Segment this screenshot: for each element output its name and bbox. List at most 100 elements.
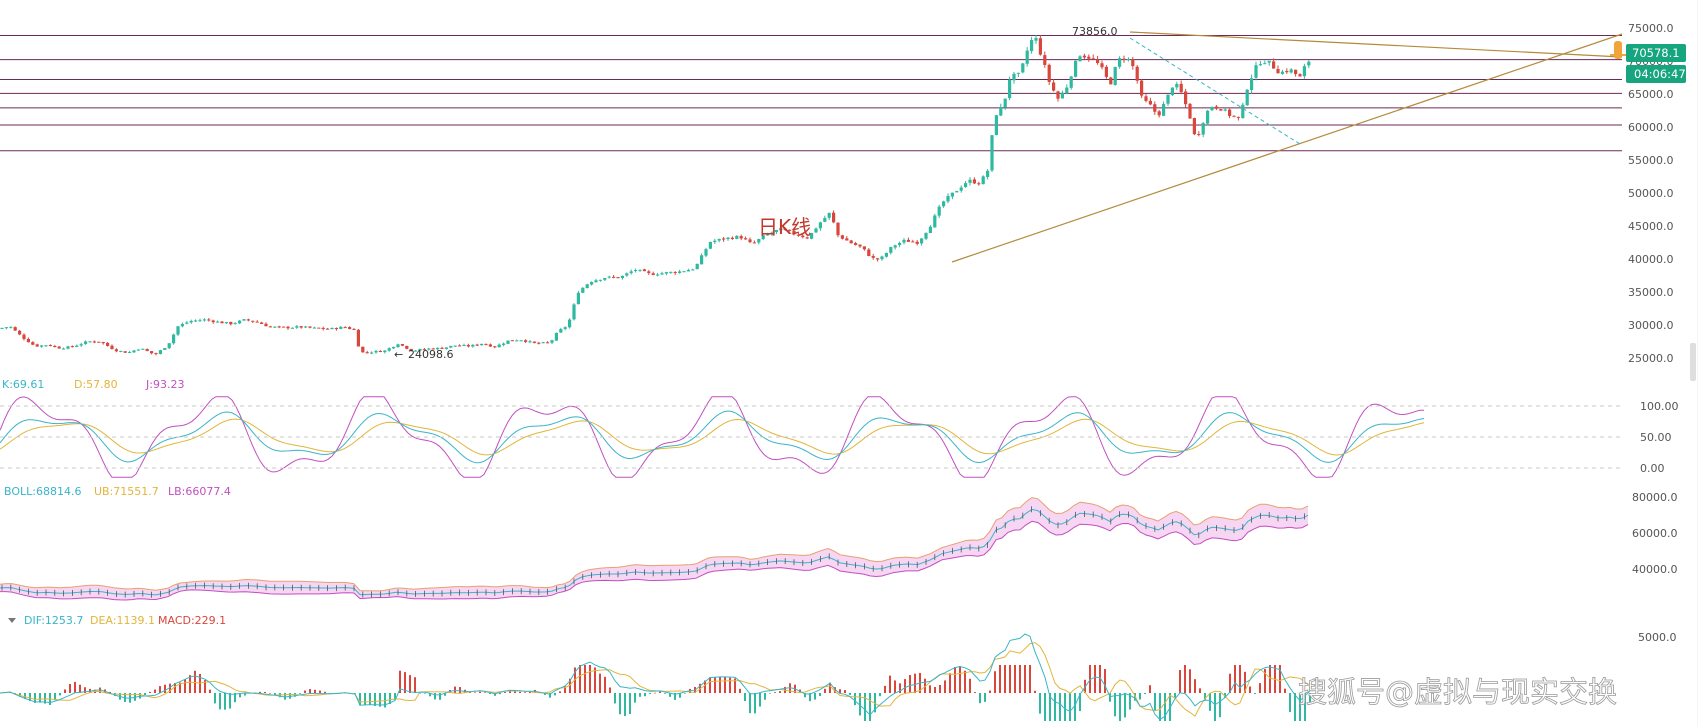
candle-body [62, 348, 66, 350]
candle-body [634, 270, 638, 272]
macd-histogram-bar [229, 693, 231, 709]
kdj-axis-tick: 0.00 [1640, 462, 1665, 475]
candle-body [264, 323, 268, 327]
candle-body [1069, 76, 1073, 88]
candle-body [374, 350, 378, 353]
candle-body [277, 326, 281, 328]
macd-histogram-bar [214, 693, 216, 704]
candle-body [735, 235, 739, 239]
macd-histogram-bar [1014, 665, 1016, 693]
candle-body [1118, 58, 1122, 67]
candle-body [647, 271, 651, 274]
price-axis-tick: 25000.0 [1628, 352, 1674, 365]
macd-histogram-bar [1069, 693, 1071, 721]
candle-body [673, 272, 677, 274]
candle-body [1280, 71, 1284, 74]
candle-body [383, 350, 387, 353]
macd-histogram-bar [444, 693, 446, 696]
horizontal-level-lines[interactable] [0, 35, 1622, 152]
macd-histogram-bar [1249, 686, 1251, 693]
kdj-k-line [0, 410, 1425, 464]
candle-body [977, 183, 981, 185]
macd-histogram-bar [184, 679, 186, 693]
ascending-trendline[interactable] [951, 33, 1623, 263]
macd-histogram-bar [314, 689, 316, 693]
candle-body [1298, 74, 1302, 77]
candle-body [57, 346, 61, 349]
candle-body [968, 179, 972, 183]
macd-histogram-bar [839, 689, 841, 693]
candle-body [141, 348, 145, 350]
candle-body [1153, 104, 1157, 112]
candle-body [114, 349, 118, 352]
macd-histogram-bar [884, 685, 886, 693]
candle-body [343, 327, 347, 329]
candle-body [480, 343, 484, 346]
macd-histogram-bar [284, 693, 286, 700]
macd-histogram-bar [1129, 693, 1131, 710]
trendline-drawings[interactable] [951, 31, 1623, 263]
candle-body [106, 342, 110, 346]
candle-body [832, 212, 836, 223]
candle-body [1210, 107, 1214, 111]
current-price-value: 70578.1 [1632, 46, 1680, 60]
candle-body [1078, 56, 1082, 62]
candle-body [260, 322, 264, 324]
caret-down-icon[interactable] [8, 618, 16, 623]
macd-histogram-bar [69, 683, 71, 693]
macd-histogram-bar [1164, 693, 1166, 721]
candle-body [999, 106, 1003, 116]
price-axis-tick: 75000.0 [1628, 22, 1674, 35]
macd-histogram-bar [864, 693, 866, 721]
low-price-arrow: ← [394, 348, 403, 361]
candle-body [656, 274, 660, 276]
side-scroll-handle[interactable] [1690, 343, 1696, 381]
candle-body [739, 236, 743, 239]
macd-histogram-bar [424, 693, 426, 694]
price-axis-tick: 40000.0 [1628, 253, 1674, 266]
macd-histogram-bar [139, 693, 141, 699]
kdj-indicator-lines [0, 396, 1425, 478]
candle-body [427, 348, 431, 350]
macd-histogram-bar [159, 686, 161, 693]
macd-histogram-bar [164, 684, 166, 693]
macd-histogram-bar [654, 692, 656, 694]
candle-body [150, 351, 154, 354]
candle-body [370, 352, 374, 354]
price-axis-tick: 65000.0 [1628, 88, 1674, 101]
macd-histogram-bar [949, 673, 951, 693]
macd-histogram-bar [634, 693, 636, 703]
macd-histogram-bar [269, 692, 271, 694]
macd-histogram-bar [934, 686, 936, 693]
candle-body [928, 226, 932, 234]
macd-histogram-bar [819, 693, 821, 697]
candle-body [625, 273, 629, 276]
candle-body [154, 353, 158, 355]
candle-body [79, 344, 83, 346]
candle-body [211, 320, 215, 323]
candle-body [1122, 58, 1126, 60]
boll-axis-tick: 40000.0 [1632, 563, 1678, 576]
candle-body [515, 340, 519, 342]
macd-histogram-bar [454, 686, 456, 693]
candle-body [620, 275, 624, 279]
dashed-channel-line[interactable] [1129, 37, 1301, 145]
candle-body [466, 345, 470, 347]
price-alert-handle[interactable] [1614, 41, 1622, 59]
macd-histogram-bar [1289, 693, 1291, 713]
macd-histogram-bar [619, 693, 621, 715]
candle-body [748, 239, 752, 243]
candle-body [651, 273, 655, 275]
macd-histogram-bar [364, 693, 366, 706]
candle-body [145, 349, 149, 352]
descending-trendline[interactable] [1129, 31, 1623, 58]
macd-histogram-bar [669, 693, 671, 697]
kdj-axis-tick: 100.00 [1640, 400, 1679, 413]
candle-body [1175, 83, 1179, 88]
kdj-d-line [0, 418, 1425, 456]
macd-histogram-bar [1019, 665, 1021, 693]
candle-body [48, 345, 52, 347]
candle-body [158, 350, 162, 354]
macd-histogram-bar [1024, 665, 1026, 693]
